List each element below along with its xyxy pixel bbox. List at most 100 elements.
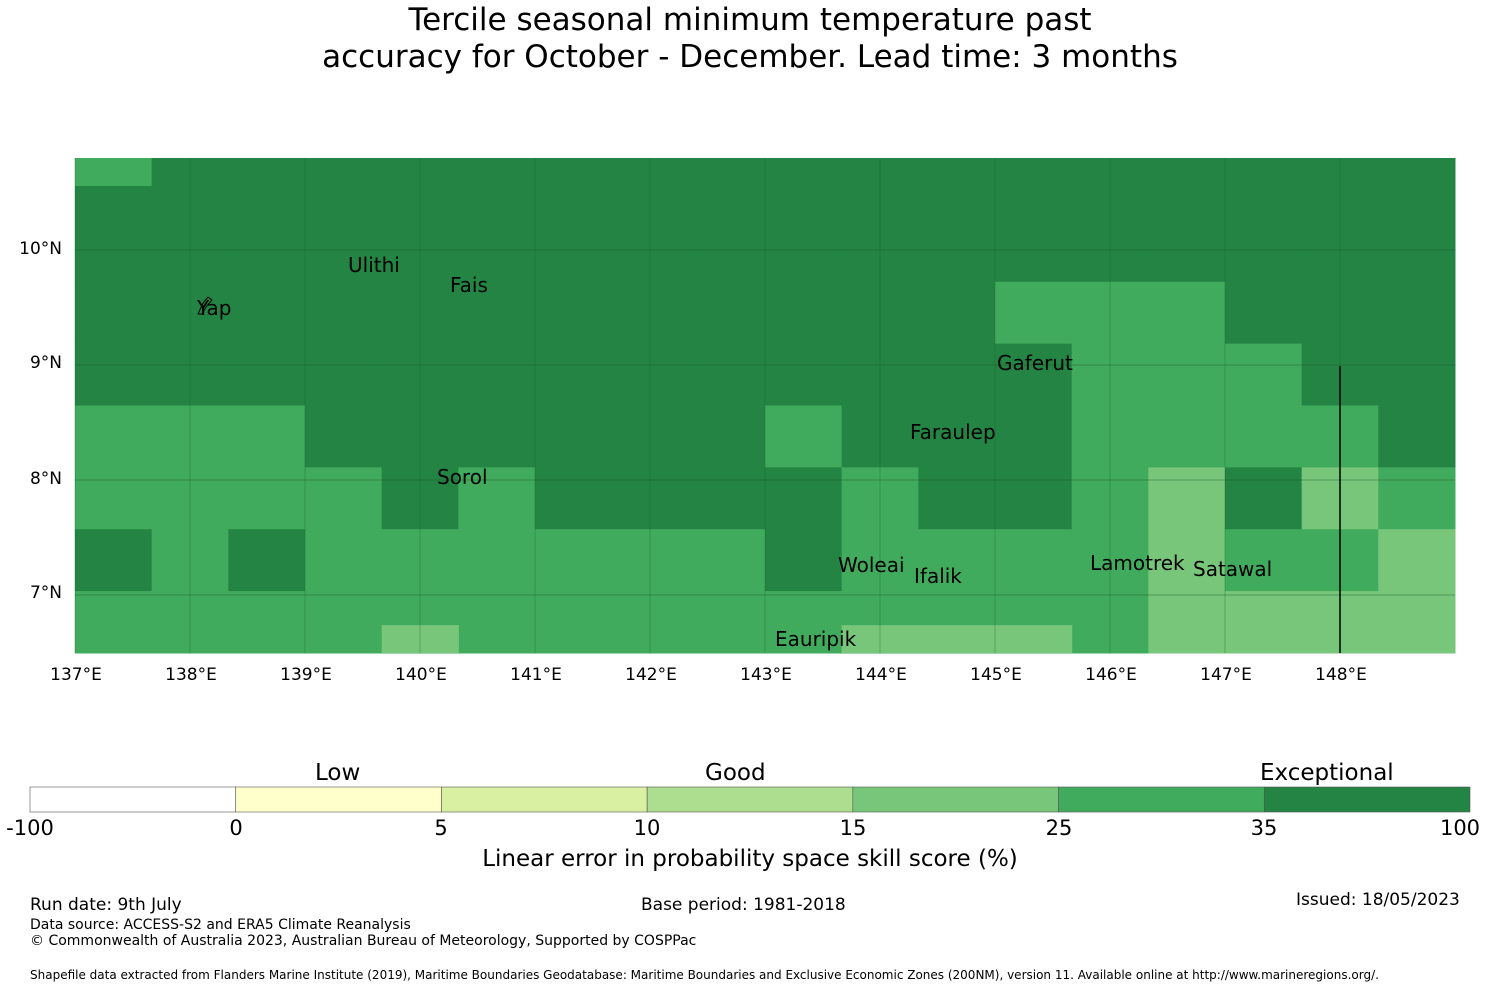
skill-cell [1071, 591, 1149, 654]
skill-cell [1071, 529, 1149, 592]
skill-cell [1071, 343, 1149, 406]
skill-cell [75, 343, 153, 406]
skill-cell [75, 591, 153, 654]
skill-map [74, 158, 1456, 654]
skill-cell [688, 186, 766, 283]
skill-cell [995, 529, 1073, 592]
skill-cell [995, 186, 1073, 283]
skill-cell [228, 529, 306, 592]
skill-cell [995, 405, 1073, 468]
skill-cell [1071, 467, 1149, 530]
skill-cell [228, 467, 306, 530]
colorbar-segment [852, 786, 1059, 813]
skill-cell [1071, 158, 1149, 187]
lon-label-143e: 143°E [740, 665, 792, 685]
skill-cell [765, 158, 843, 187]
colorbar-tick-5: 5 [434, 816, 448, 840]
skill-cell [458, 405, 536, 468]
lat-lon-gridlines [74, 158, 1455, 653]
category-low: Low [315, 760, 361, 786]
skill-cell [765, 405, 843, 468]
skill-cell [1378, 529, 1456, 592]
issued-date: Issued: 18/05/2023 [1296, 890, 1460, 910]
skill-cell [918, 281, 996, 345]
skill-cell [75, 281, 153, 345]
skill-cell [1225, 591, 1303, 654]
skill-cell [151, 467, 229, 530]
skill-cell [535, 591, 613, 654]
skill-cell [1071, 405, 1149, 468]
skill-cell [151, 186, 229, 283]
colorbar-axis-label: Linear error in probability space skill … [482, 846, 1018, 872]
skill-cell [305, 529, 383, 592]
skill-cell [1148, 343, 1226, 406]
chart-title-line1: Tercile seasonal minimum temperature pas… [408, 2, 1092, 38]
skill-cell [151, 591, 229, 654]
lon-label-148e: 148°E [1315, 665, 1367, 685]
lon-label-142e: 142°E [625, 665, 677, 685]
skill-cell [611, 529, 689, 592]
skill-cell [535, 186, 613, 283]
skill-cell [1378, 405, 1456, 468]
place-label-faraulep: Faraulep [910, 420, 996, 444]
skill-cell [75, 467, 153, 530]
place-label-sorol: Sorol [437, 465, 488, 489]
skill-grid [75, 158, 1456, 654]
skill-cell [688, 158, 766, 187]
skill-cell [305, 467, 383, 530]
place-label-ulithi: Ulithi [348, 253, 400, 277]
skill-cell [1148, 281, 1226, 345]
skill-cell [1378, 281, 1456, 345]
colorbar-segment [1058, 786, 1265, 813]
place-label-gaferut: Gaferut [997, 351, 1073, 375]
skill-cell [381, 158, 459, 187]
skill-cell [918, 405, 996, 468]
skill-cell [918, 186, 996, 283]
skill-cell [611, 591, 689, 654]
skill-cell [151, 343, 229, 406]
yap-island-shape [197, 296, 213, 315]
skill-cell [1148, 186, 1226, 283]
skill-cell [228, 281, 306, 345]
skill-cell [841, 281, 919, 345]
skill-cell [841, 343, 919, 406]
skill-cell [535, 467, 613, 530]
skill-cell [381, 529, 459, 592]
skill-cell [1378, 343, 1456, 406]
category-exceptional: Exceptional [1260, 760, 1394, 786]
skill-cell [995, 281, 1073, 345]
skill-cell [1225, 343, 1303, 406]
skill-cell [305, 281, 383, 345]
colorbar-segment [1263, 786, 1471, 813]
skill-cell [918, 343, 996, 406]
skill-cell [458, 467, 536, 530]
skill-cell [765, 281, 843, 345]
skill-cell [1378, 591, 1456, 654]
skill-cell [381, 467, 459, 530]
skill-cell [535, 529, 613, 592]
skill-cell [228, 158, 306, 187]
skill-cell [918, 158, 996, 187]
colorbar-tick-100: 100 [1439, 816, 1481, 840]
skill-cell [458, 343, 536, 406]
skill-cell [535, 281, 613, 345]
place-label-eauripik: Eauripik [775, 627, 857, 651]
skill-cell [841, 625, 919, 653]
skill-cell [841, 467, 919, 530]
skill-cell [611, 158, 689, 187]
lon-label-140e: 140°E [395, 665, 447, 685]
skill-cell [381, 405, 459, 468]
lon-label-141e: 141°E [510, 665, 562, 685]
skill-cell [1148, 467, 1226, 530]
skill-cell [1071, 281, 1149, 345]
skill-cell [918, 625, 996, 653]
skill-cell [1148, 591, 1226, 654]
skill-cell [688, 467, 766, 530]
skill-cell [458, 281, 536, 345]
skill-cell [75, 186, 153, 283]
skill-cell [765, 186, 843, 283]
chart-title-line2: accuracy for October - December. Lead ti… [322, 39, 1178, 75]
skill-cell [1225, 405, 1303, 468]
skill-cell [305, 158, 383, 187]
run-date: Run date: 9th July [30, 895, 182, 915]
